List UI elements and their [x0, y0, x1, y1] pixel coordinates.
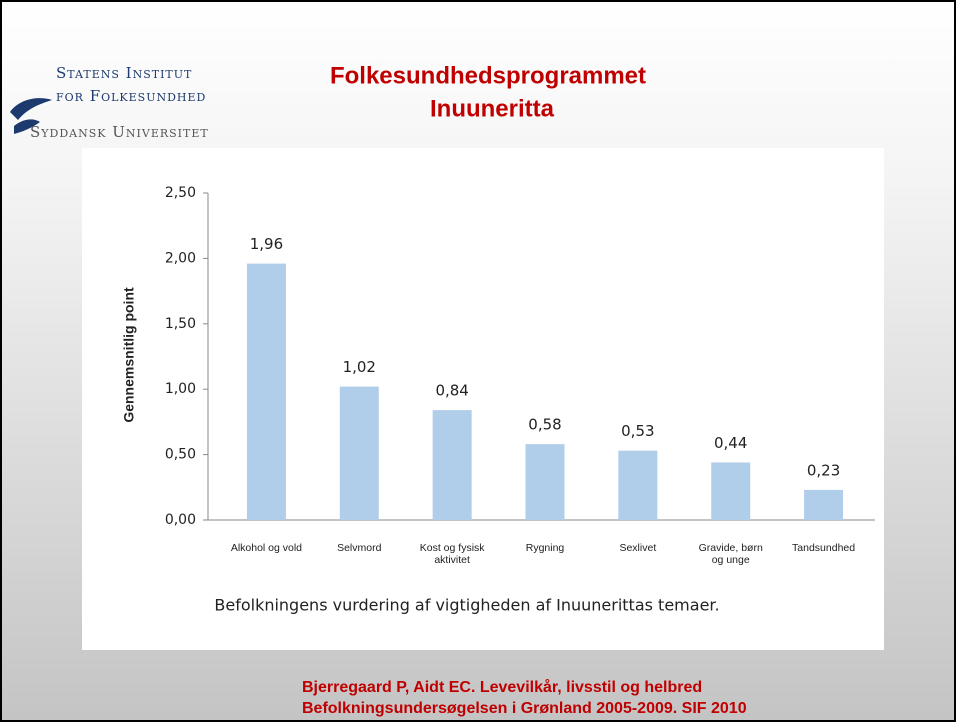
x-tick-label: Selvmord	[337, 542, 382, 554]
x-tick-label: Rygning	[526, 542, 565, 554]
slide-title: Folkesundhedsprogrammet	[330, 62, 646, 89]
bar	[804, 489, 844, 520]
y-tick-label: 1,00	[165, 381, 196, 397]
data-label: 0,58	[528, 416, 561, 434]
bar	[711, 462, 751, 520]
logo-mark	[10, 98, 52, 134]
data-label: 1,02	[343, 358, 376, 376]
x-tick-label: Kost og fysisk aktivitet	[420, 542, 486, 566]
y-tick-label: 2,00	[165, 250, 196, 266]
y-axis-label: Gennemsnitlig point	[121, 287, 137, 423]
bar	[432, 410, 472, 520]
slide-title: Inuuneritta	[430, 95, 555, 122]
bar	[246, 263, 286, 520]
x-tick-label: Gravide, børn og unge	[699, 542, 763, 566]
bar	[339, 386, 379, 520]
x-tick-label: Alkohol og vold	[231, 542, 302, 554]
y-tick-label: 0,00	[165, 512, 196, 528]
citation: Bjerregaard P, Aidt EC. Levevilkår, livs…	[302, 678, 702, 696]
data-label: 0,84	[435, 382, 468, 400]
logo-text: Syddansk Universitet	[30, 123, 209, 141]
x-tick-label: Tandsundhed	[792, 542, 855, 554]
logo-text: Statens Institut	[56, 64, 192, 82]
bar	[618, 450, 658, 520]
bar	[525, 444, 565, 520]
y-tick-label: 2,50	[165, 185, 196, 201]
citation: Befolkningsundersøgelsen i Grønland 2005…	[302, 700, 747, 717]
data-label: 0,44	[714, 434, 747, 452]
x-axis-label: Befolkningens vurdering af vigtigheden a…	[214, 596, 719, 615]
chart-panel	[82, 148, 884, 650]
logo-text: for Folkesundhed	[56, 87, 206, 105]
data-label: 0,23	[807, 461, 840, 479]
data-label: 0,53	[621, 422, 654, 440]
y-tick-label: 1,50	[165, 316, 196, 332]
y-tick-label: 0,50	[165, 447, 196, 463]
data-label: 1,96	[250, 235, 283, 253]
x-tick-label: Sexlivet	[619, 542, 656, 554]
